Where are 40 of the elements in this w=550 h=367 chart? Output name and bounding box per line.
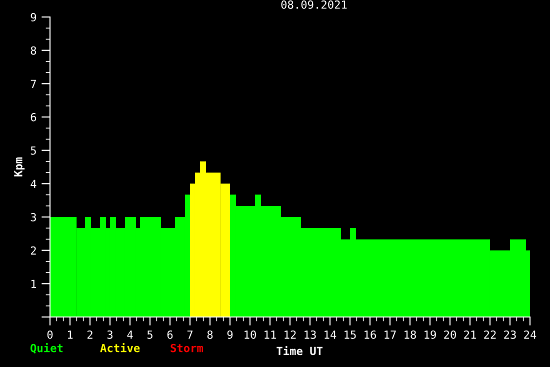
x-tick-label: 22 (484, 330, 496, 339)
x-tick-label: 8 (207, 330, 213, 339)
x-tick-label: 0 (47, 330, 53, 339)
y-tick-label: 3 (30, 213, 36, 222)
x-tick-label: 4 (127, 330, 133, 339)
x-tick-label: 11 (264, 330, 276, 339)
x-tick-label: 17 (384, 330, 396, 339)
x-tick-label: 1 (68, 330, 73, 339)
x-tick-label: 20 (444, 330, 456, 339)
x-tick-label: 12 (284, 330, 296, 339)
x-tick-label: 10 (244, 330, 256, 339)
y-tick-label: 5 (30, 146, 36, 155)
x-tick-label: 3 (107, 330, 113, 339)
y-tick-label: 4 (30, 180, 36, 188)
x-tick-label: 23 (504, 330, 516, 339)
x-tick-label: 5 (147, 330, 152, 339)
x-tick-label: 6 (167, 330, 173, 339)
x-tick-label: 13 (304, 330, 316, 339)
y-tick-label: 8 (30, 46, 36, 55)
y-tick-label: 7 (30, 80, 36, 88)
x-tick-label: 24 (524, 330, 536, 339)
x-tick-label: 19 (424, 330, 436, 339)
x-tick-label: 14 (324, 330, 336, 339)
y-tick-label: 2 (30, 246, 36, 255)
y-tick-label: 6 (30, 113, 36, 122)
x-axis-title: Time UT (276, 346, 323, 356)
text: Active (100, 343, 140, 352)
text: Quiet (30, 343, 63, 354)
x-tick-label: 9 (227, 330, 233, 339)
x-tick-label: 21 (464, 330, 476, 339)
y-tick-label: 1 (31, 280, 36, 288)
y-axis-title: Kpm (14, 157, 25, 176)
x-tick-label: 18 (404, 330, 416, 339)
x-tick-label: 16 (364, 330, 376, 339)
x-tick-label: 2 (87, 330, 92, 339)
text: Storm (170, 344, 204, 352)
y-tick-label: 9 (30, 13, 36, 22)
x-tick-label: 7 (187, 330, 193, 339)
x-tick-label: 15 (344, 330, 356, 339)
chart-title: 08.09.2021 (281, 0, 347, 9)
